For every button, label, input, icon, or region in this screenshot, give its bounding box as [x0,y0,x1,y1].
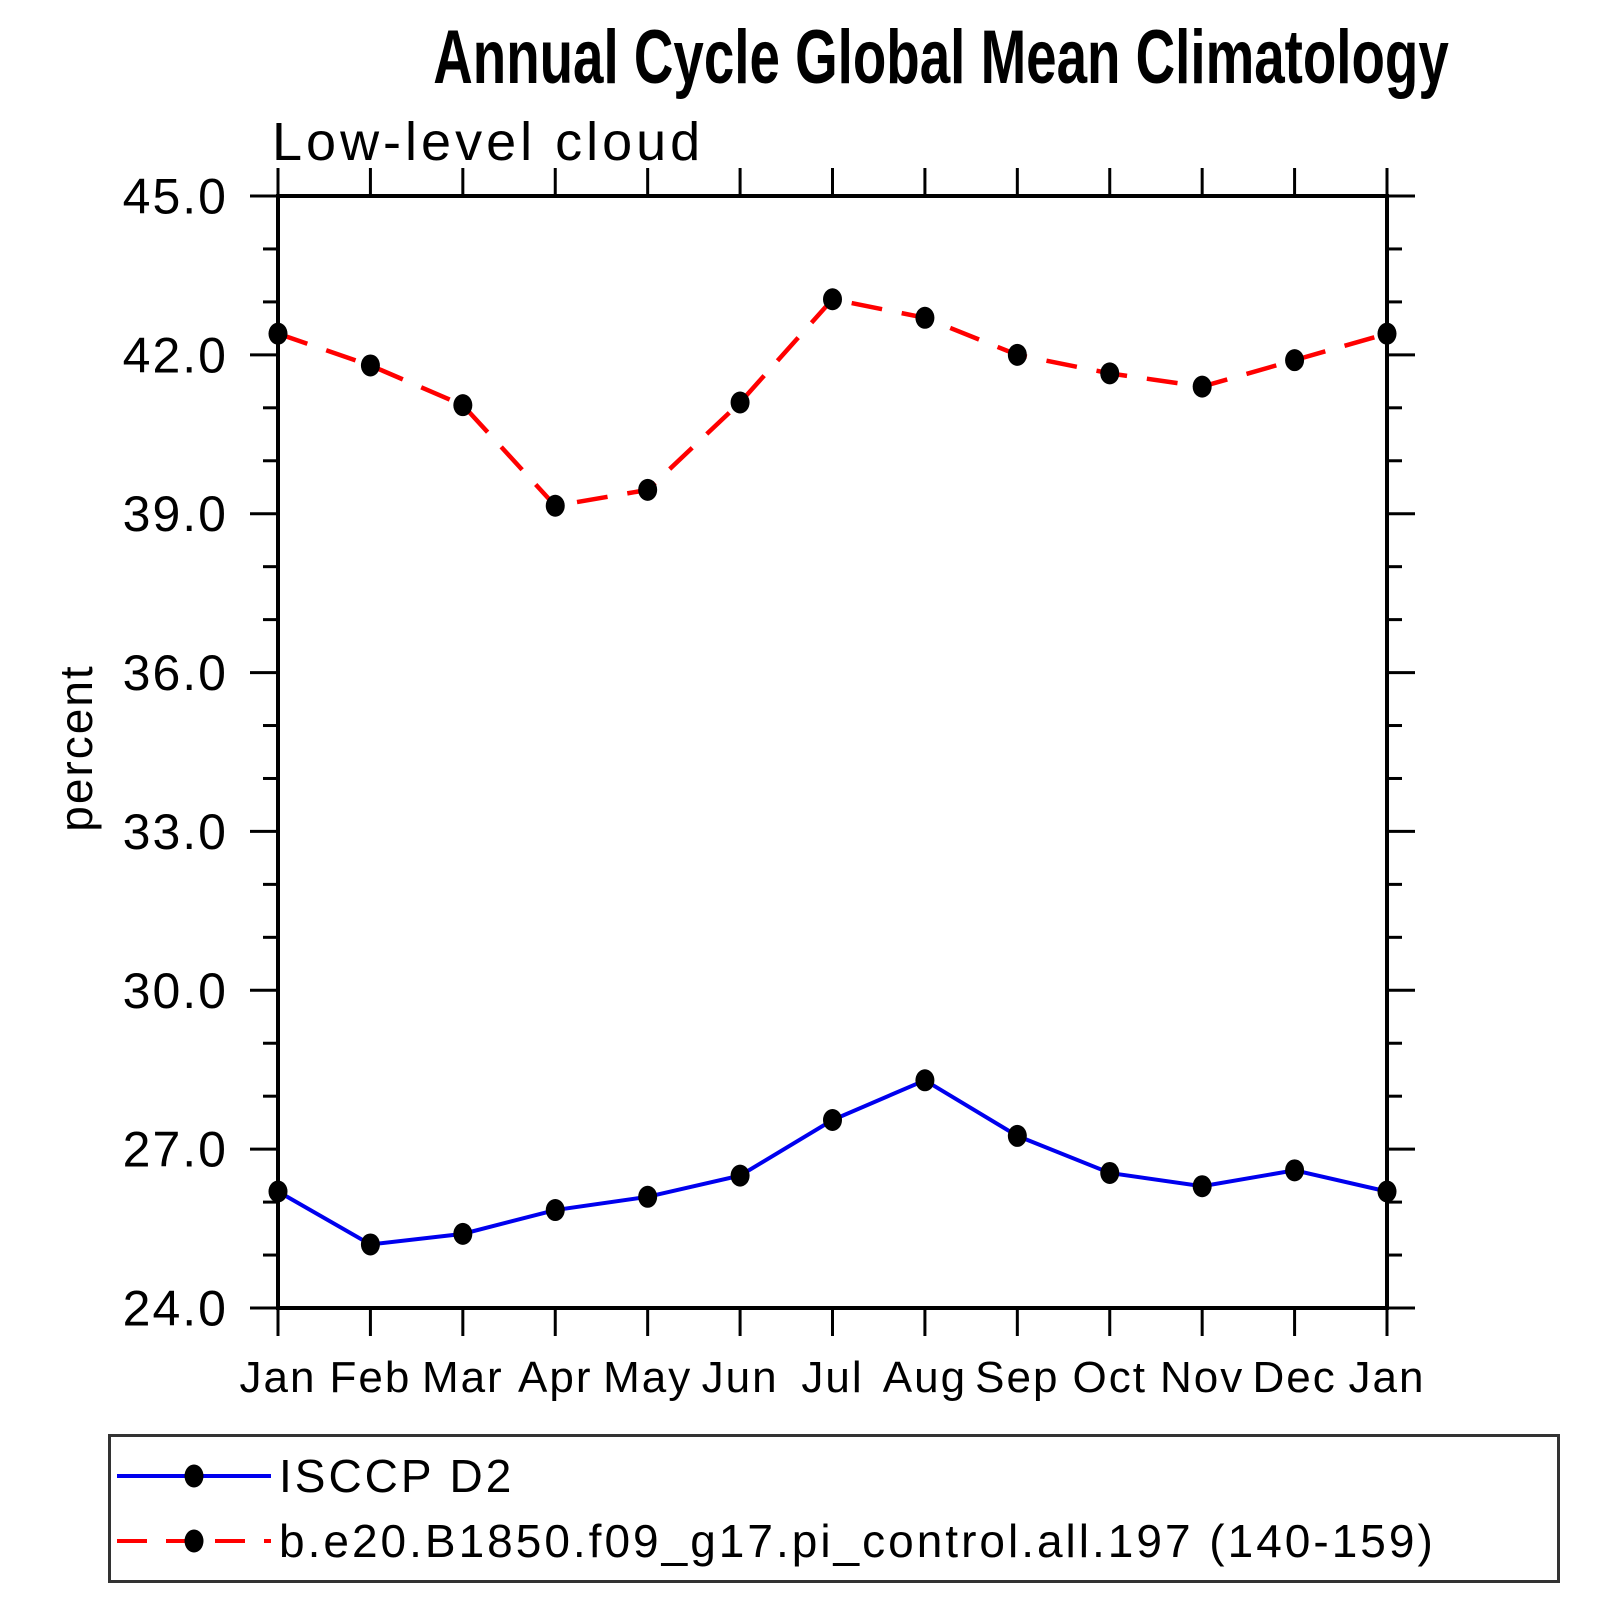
series-1-marker [1377,322,1397,345]
series-1-marker [1192,375,1212,398]
series-0-marker [1100,1161,1120,1184]
series-0-marker [1285,1159,1305,1182]
series-1-marker [1285,349,1305,372]
series-1-marker [545,494,565,517]
x-tick-label: Oct [1073,1353,1147,1402]
x-tick-label: Jan [1349,1353,1426,1402]
series-0-marker [915,1069,935,1092]
series-1-marker [268,322,288,345]
legend-sample-dashed-line [117,1529,271,1552]
y-tick-label: 33.0 [123,804,228,860]
series-1-marker [360,354,380,377]
series-1-marker [915,306,935,329]
plot-frame [276,194,1389,1310]
series-0-marker [453,1222,473,1245]
legend-label-isccp: ISCCP D2 [279,1449,515,1502]
series-0-marker [360,1233,380,1256]
x-tick-label: Nov [1160,1353,1244,1402]
y-tick-label: 36.0 [123,645,228,701]
x-tick-label: Jul [801,1353,863,1402]
y-axis-title: percent [50,664,102,831]
legend-label-model: b.e20.B1850.f09_g17.pi_control.all.197 (… [279,1514,1436,1567]
x-tick-label: Sep [975,1353,1059,1402]
series-line-1 [277,296,1388,509]
x-tick-label: Feb [330,1353,412,1402]
series-0-marker [268,1180,288,1203]
series-0-marker [638,1185,658,1208]
series-0-marker [1007,1124,1027,1147]
series-0-marker [1192,1175,1212,1198]
series-0-marker [823,1109,842,1132]
x-tick-label: Apr [518,1353,592,1402]
series-line-0 [277,1078,1388,1247]
legend-sample-marker [184,1464,204,1487]
series-1-marker [1007,343,1027,366]
legend-row-isccp: ISCCP D2 [115,1443,1557,1508]
series-1-marker [730,391,750,414]
legend-box: ISCCP D2 b.e20.B1850.f09_g17.pi_control.… [108,1434,1560,1583]
y-tick-label: 24.0 [123,1281,228,1337]
series-0-marker [545,1199,565,1222]
series-1-marker [1100,362,1120,385]
series-0-marker [730,1164,750,1187]
x-tick-label: Mar [422,1353,504,1402]
series-0-marker [1377,1180,1397,1203]
x-tick-label: Aug [883,1353,967,1402]
y-tick-label: 42.0 [123,327,228,383]
series-1-marker [823,288,842,311]
y-tick-label: 45.0 [123,169,228,225]
x-tick-label: Jun [702,1353,779,1402]
series-1-marker [453,394,473,417]
y-tick-label: 27.0 [123,1122,228,1178]
y-tick-label: 39.0 [123,486,228,542]
legend-sample-solid-line [117,1464,271,1487]
x-tick-label: Dec [1252,1353,1336,1402]
y-tick-label: 30.0 [123,963,228,1019]
legend-row-model: b.e20.B1850.f09_g17.pi_control.all.197 (… [115,1508,1557,1573]
x-tick-label: May [603,1353,692,1402]
x-tick-label: Jan [240,1353,317,1402]
series-1-marker [638,478,658,501]
chart-subtitle: Low-level cloud [272,112,705,172]
legend-sample-marker [184,1529,204,1552]
